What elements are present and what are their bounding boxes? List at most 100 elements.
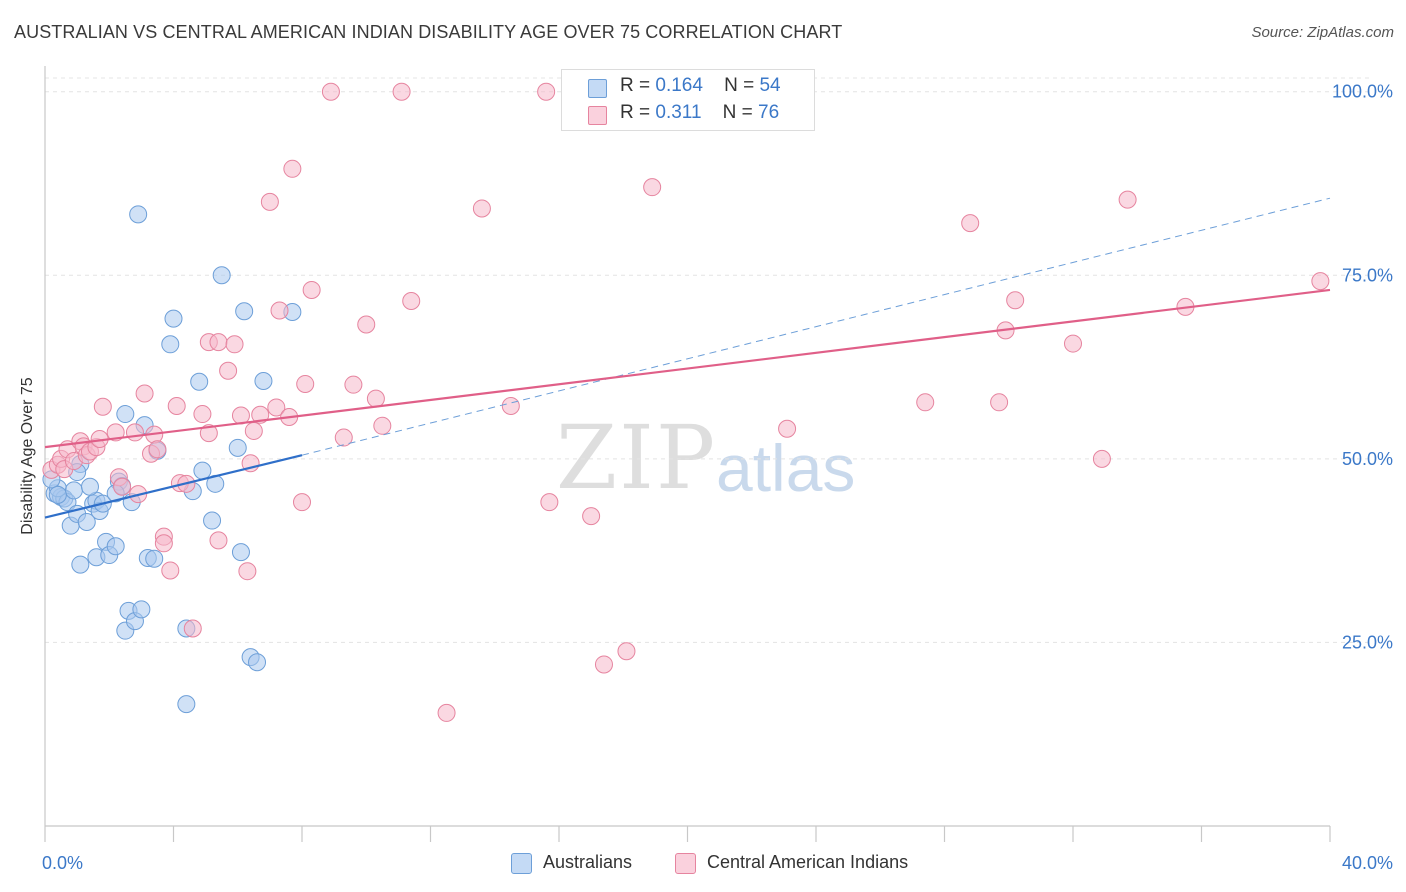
data-point-australians [145, 549, 164, 568]
legend-n-label: N = [724, 75, 755, 96]
data-point-central-american-indians [617, 642, 636, 661]
data-point-central-american-indians [148, 440, 167, 459]
y-tick-label: 100.0% [1332, 82, 1393, 102]
data-point-central-american-indians [594, 655, 613, 674]
data-point-australians [71, 555, 90, 574]
data-point-central-american-indians [113, 477, 132, 496]
data-point-central-american-indians [296, 374, 315, 393]
trendline-central-american-indians [44, 288, 1331, 449]
data-point-central-american-indians [1118, 190, 1137, 209]
data-point-central-american-indians [373, 416, 392, 435]
data-point-central-american-indians [209, 531, 228, 550]
bottom-legend-swatch-australians [511, 853, 532, 874]
source-note: Source: ZipAtlas.com [1251, 24, 1394, 41]
data-point-central-american-indians [154, 534, 173, 553]
data-point-australians [64, 481, 83, 500]
data-point-central-american-indians [321, 82, 340, 101]
data-point-central-american-indians [402, 291, 421, 310]
data-point-central-american-indians [1092, 449, 1111, 468]
data-point-australians [203, 511, 222, 530]
legend-r-label: R = [620, 75, 651, 96]
y-tick-label: 25.0% [1342, 632, 1393, 652]
data-point-central-american-indians [125, 423, 144, 442]
trendline-australians [44, 454, 303, 519]
data-point-australians [164, 309, 183, 328]
data-point-central-american-indians [334, 428, 353, 447]
data-point-central-american-indians [1006, 291, 1025, 310]
x-tick-label: 0.0% [42, 853, 83, 873]
data-point-central-american-indians [270, 301, 289, 320]
data-point-central-american-indians [283, 159, 302, 178]
data-point-central-american-indians [106, 423, 125, 442]
data-point-central-american-indians [238, 562, 257, 581]
chart-title: AUSTRALIAN VS CENTRAL AMERICAN INDIAN DI… [14, 22, 843, 42]
trendline-australians-extension [301, 197, 1331, 456]
legend-r-label: R = [620, 102, 651, 123]
legend-n-value: 54 [759, 75, 781, 96]
data-point-australians [161, 335, 180, 354]
data-point-central-american-indians [990, 393, 1009, 412]
legend-n-label: N = [722, 102, 753, 123]
data-point-central-american-indians [167, 396, 186, 415]
data-point-australians [193, 461, 212, 480]
data-point-central-american-indians [199, 424, 218, 443]
data-point-central-american-indians [392, 82, 411, 101]
data-point-australians [254, 372, 273, 391]
legend-swatch-central-american-indians [588, 106, 607, 125]
data-point-central-american-indians [161, 561, 180, 580]
data-point-central-american-indians [643, 178, 662, 197]
legend-n-value: 76 [758, 102, 780, 123]
watermark-zip: ZIP [556, 406, 718, 509]
data-point-australians [48, 485, 67, 504]
data-point-central-american-indians [540, 493, 559, 512]
data-point-australians [228, 438, 247, 457]
data-point-central-american-indians [93, 397, 112, 416]
data-point-australians [231, 543, 250, 562]
data-point-central-american-indians [1064, 334, 1082, 353]
data-point-central-american-indians [219, 361, 238, 380]
data-point-central-american-indians [916, 393, 935, 412]
y-tick-label: 75.0% [1342, 265, 1393, 285]
x-tick-label: 40.0% [1342, 853, 1393, 873]
data-point-australians [129, 205, 148, 224]
data-point-central-american-indians [135, 384, 154, 403]
data-point-central-american-indians [267, 398, 286, 417]
data-point-australians [116, 405, 135, 424]
y-tick-label: 50.0% [1342, 449, 1393, 469]
data-point-central-american-indians [344, 375, 363, 394]
data-point-central-american-indians [293, 493, 311, 512]
data-point-australians [106, 537, 125, 556]
data-point-australians [190, 372, 209, 391]
data-point-central-american-indians [778, 419, 797, 438]
data-point-central-american-indians [225, 335, 244, 354]
data-point-central-american-indians [501, 396, 520, 415]
legend-r-value: 0.164 [655, 75, 703, 96]
data-point-central-american-indians [366, 389, 385, 408]
bottom-legend-label-australians: Australians [543, 852, 633, 872]
data-point-australians [248, 653, 267, 672]
data-point-central-american-indians [244, 421, 263, 440]
data-point-australians [77, 513, 96, 531]
data-point-australians [80, 477, 99, 496]
bottom-legend-label-central-american-indians: Central American Indians [707, 852, 909, 872]
data-point-australians [132, 600, 151, 619]
watermark-atlas: atlas [716, 431, 856, 505]
data-point-central-american-indians [209, 333, 228, 352]
data-point-central-american-indians [437, 703, 456, 722]
stats-legend: R = 0.164 N = 54 R = 0.311 N = 76 [561, 69, 815, 131]
data-point-central-american-indians [260, 192, 279, 211]
legend-r-value: 0.311 [655, 102, 702, 123]
data-point-central-american-indians [961, 214, 980, 233]
data-point-australians [177, 695, 196, 714]
data-point-central-american-indians [472, 199, 491, 218]
data-point-australians [235, 302, 254, 321]
data-point-central-american-indians [1311, 272, 1330, 291]
data-point-central-american-indians [193, 405, 212, 424]
data-point-central-american-indians [183, 619, 202, 638]
legend-swatch-australians [588, 79, 607, 98]
data-point-central-american-indians [537, 82, 556, 101]
data-point-central-american-indians [357, 315, 376, 334]
data-point-central-american-indians [582, 507, 601, 526]
data-point-central-american-indians [251, 405, 270, 424]
